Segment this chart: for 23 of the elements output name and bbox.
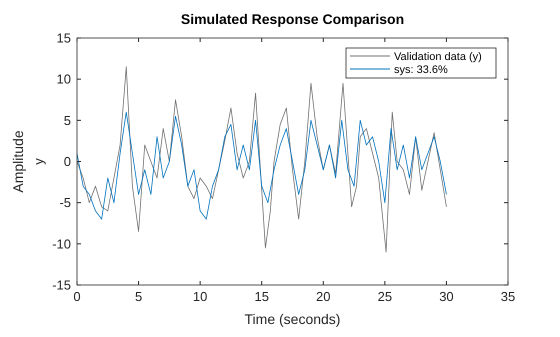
- y-tick-label: 5: [64, 112, 71, 128]
- x-tick-label: 35: [500, 289, 516, 304]
- legend-label: sys: 33.6%: [394, 64, 448, 76]
- y-axis-title: Amplitude: [10, 130, 26, 193]
- y-tick-label: -15: [52, 278, 71, 292]
- y-tick-label: 0: [64, 154, 71, 169]
- x-tick-label: 10: [192, 289, 208, 304]
- y-tick-label: -10: [52, 236, 71, 252]
- y-tick-label: 10: [56, 72, 71, 87]
- legend-label: Validation data (y): [394, 51, 482, 63]
- line-series: [76, 112, 447, 220]
- x-tick-label: 15: [254, 289, 269, 304]
- chart-title: Simulated Response Comparison: [180, 11, 404, 27]
- x-tick-label: 25: [378, 289, 392, 304]
- x-axis-title: Time (seconds): [244, 311, 340, 327]
- x-tick-label: 20: [316, 289, 331, 304]
- x-tick-label: 5: [134, 289, 142, 304]
- y-tick-label: 15: [56, 30, 71, 46]
- line-series: [76, 66, 447, 252]
- x-tick-label: 30: [439, 289, 454, 304]
- y-tick-label: -5: [59, 195, 71, 210]
- x-tick-label: 0: [73, 289, 81, 304]
- text: y: [31, 158, 46, 165]
